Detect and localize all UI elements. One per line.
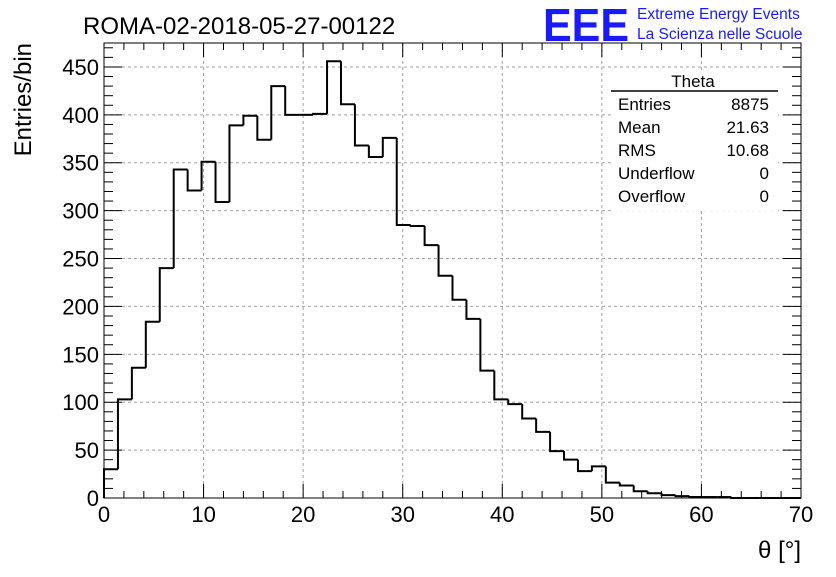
logo-line1: Extreme Energy Events xyxy=(637,6,800,23)
y-tick-label: 0 xyxy=(87,486,99,511)
x-tick-label: 60 xyxy=(689,502,713,527)
histogram-bin xyxy=(381,136,397,157)
stats-box: Theta Entries 8875 Mean 21.63 RMS 10.68 Underf… xyxy=(611,72,778,211)
histogram-bin xyxy=(521,404,537,420)
stats-row-value: 8875 xyxy=(731,95,769,114)
x-tick-label: 50 xyxy=(590,502,614,527)
histogram-bin xyxy=(103,468,118,498)
histogram-bin xyxy=(116,398,132,470)
histogram-bin xyxy=(172,168,188,269)
stats-row-value: 21.63 xyxy=(726,118,769,137)
histogram-bin xyxy=(256,115,272,141)
histogram-bin xyxy=(339,61,355,106)
histogram-bin xyxy=(563,451,578,461)
stats-row-label: Overflow xyxy=(618,187,686,206)
logo-line2: La Scienza nelle Scuole xyxy=(637,26,802,43)
histogram-bin xyxy=(437,245,453,277)
histogram-bin xyxy=(284,86,300,116)
histogram-bin xyxy=(270,85,286,140)
y-tick-label: 250 xyxy=(62,247,99,272)
stats-row-value: 0 xyxy=(760,164,769,183)
histogram-bin xyxy=(507,399,523,406)
y-tick-label: 450 xyxy=(62,55,99,80)
histogram-bin xyxy=(646,491,662,495)
histogram-bin xyxy=(535,418,551,433)
histogram-bin xyxy=(228,124,244,203)
x-axis-label: θ [°] xyxy=(758,537,801,564)
histogram-bin xyxy=(618,482,634,487)
axis-ticks xyxy=(103,43,802,499)
stats-box-rows: Entries 8875 Mean 21.63 RMS 10.68 Underflow 0 Ov… xyxy=(618,95,769,206)
histogram-bin xyxy=(214,161,230,204)
histogram-bin xyxy=(674,495,690,498)
grid-lines xyxy=(104,43,801,498)
histogram-bin xyxy=(367,145,383,158)
y-axis-label: Entries/bin xyxy=(10,43,37,156)
stats-box-background xyxy=(611,73,778,211)
y-tick-label: 300 xyxy=(62,199,99,224)
histogram-bin xyxy=(242,114,258,126)
y-tick-labels: 0 50 100 150 200 250 300 350 400 450 xyxy=(62,55,99,511)
x-tick-label: 40 xyxy=(490,502,514,527)
y-tick-label: 350 xyxy=(62,151,99,176)
histogram-bin xyxy=(479,318,495,372)
histogram-bin xyxy=(660,493,676,497)
histogram-bin xyxy=(312,112,328,115)
histogram-bin xyxy=(409,224,425,227)
x-tick-label: 70 xyxy=(789,502,813,527)
histogram-bin xyxy=(451,275,467,301)
histogram-bin xyxy=(158,267,174,322)
histogram-bin xyxy=(200,160,216,191)
histogram-bin xyxy=(144,320,160,368)
stats-row-label: Underflow xyxy=(618,164,695,183)
histogram-bin xyxy=(353,104,369,147)
histogram-bin xyxy=(395,137,411,226)
x-tick-labels: 0 10 20 30 40 50 60 70 xyxy=(98,502,813,527)
x-tick-label: 20 xyxy=(291,502,315,527)
stats-row-label: Entries xyxy=(618,95,671,114)
stats-row-label: RMS xyxy=(618,141,656,160)
y-tick-label: 50 xyxy=(75,438,99,463)
histogram-bin xyxy=(590,465,606,472)
run-title: ROMA-02-2018-05-27-00122 xyxy=(83,13,395,40)
histogram-bin xyxy=(493,370,509,401)
y-tick-label: 200 xyxy=(62,294,99,319)
y-tick-label: 100 xyxy=(62,390,99,415)
y-tick-label: 400 xyxy=(62,103,99,128)
stats-box-title: Theta xyxy=(671,72,715,91)
histogram-bin xyxy=(423,225,439,247)
x-tick-label: 10 xyxy=(191,502,215,527)
histogram-bin xyxy=(604,466,620,484)
stats-row-value: 10.68 xyxy=(726,141,769,160)
histogram-bin xyxy=(130,366,146,400)
histogram-bin xyxy=(549,431,565,453)
stats-row-value: 0 xyxy=(760,187,769,206)
histogram-bin xyxy=(326,60,341,114)
stats-row-label: Mean xyxy=(618,118,661,137)
plot-frame xyxy=(103,42,802,499)
y-tick-label: 150 xyxy=(62,342,99,367)
histogram-bin xyxy=(186,169,202,192)
x-tick-label: 30 xyxy=(390,502,414,527)
histogram-bin xyxy=(688,496,704,499)
x-tick-label: 0 xyxy=(98,502,110,527)
histogram-bin xyxy=(465,299,481,320)
histogram-bin xyxy=(632,485,648,493)
histogram-bin xyxy=(576,459,592,473)
